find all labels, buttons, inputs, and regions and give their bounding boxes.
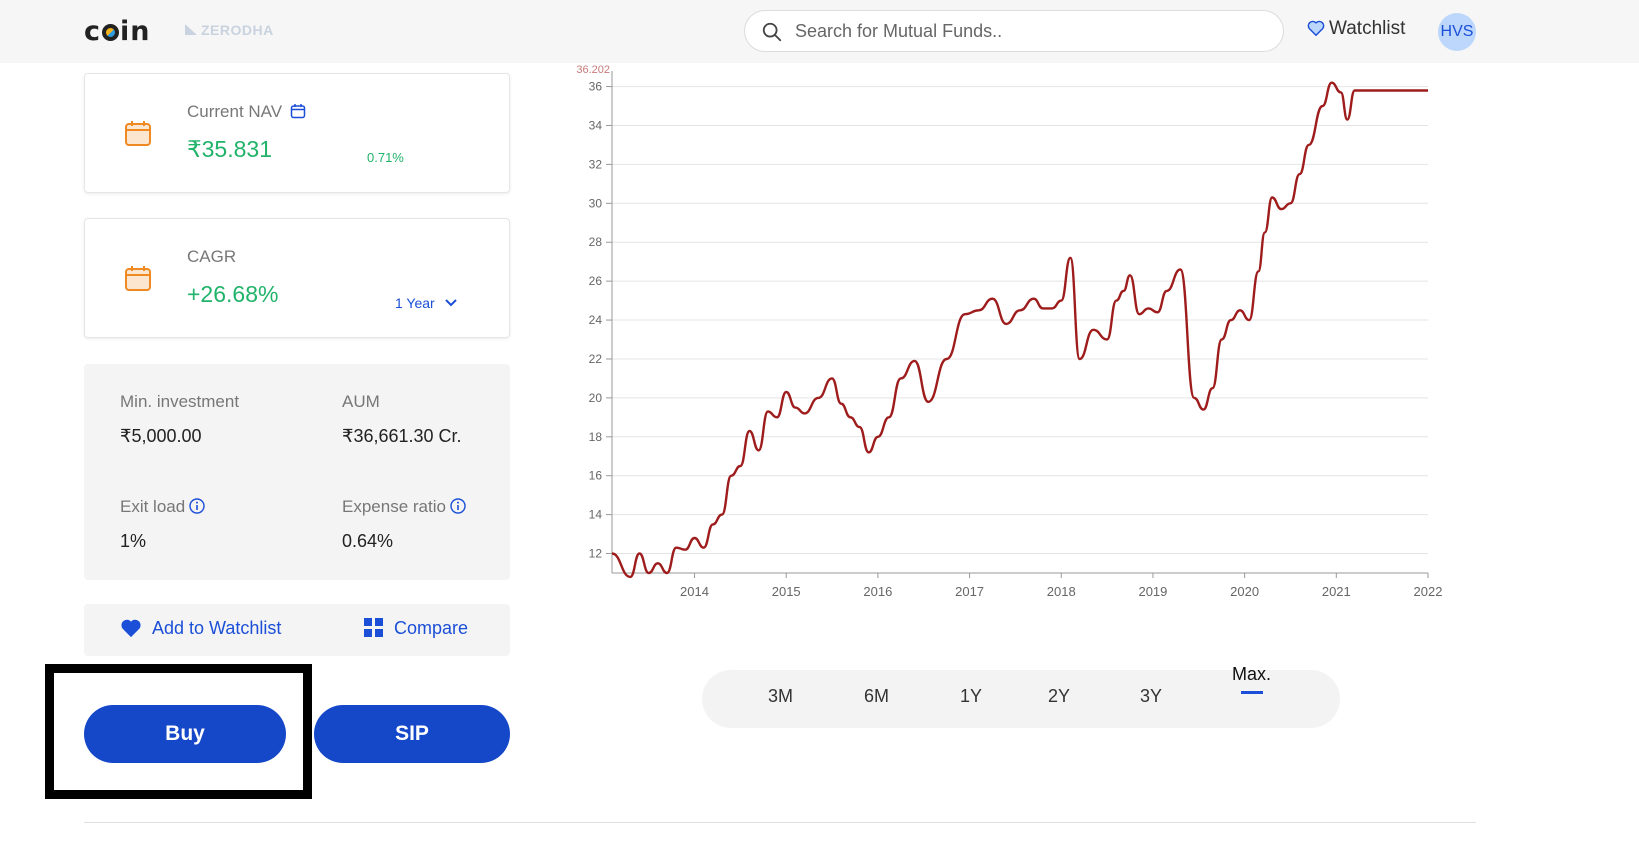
- expense-ratio-value: 0.64%: [342, 531, 394, 551]
- aum-label: AUM: [342, 392, 380, 411]
- y-tick-label: 32: [589, 157, 603, 171]
- period-label: 1 Year: [395, 295, 435, 311]
- nav-label: Current NAV: [187, 102, 283, 121]
- nav-label-row: Current NAV: [187, 102, 306, 122]
- y-tick-label: 14: [589, 508, 603, 522]
- range-3y[interactable]: 3Y: [1140, 686, 1163, 706]
- coin-logo[interactable]: c in: [84, 16, 151, 47]
- x-tick-label: 2015: [772, 584, 801, 599]
- x-tick-label: 2020: [1230, 584, 1259, 599]
- calendar-icon: [125, 266, 151, 291]
- x-tick-label: 2022: [1414, 584, 1443, 599]
- x-tick-label: 2016: [863, 584, 892, 599]
- grid-icon: [364, 618, 383, 637]
- fund-info-panel: Min. investment ₹5,000.00 AUM ₹36,661.30…: [84, 364, 510, 580]
- buy-button[interactable]: Buy: [84, 705, 286, 763]
- exit-load-label-row: Exit load: [120, 497, 205, 517]
- y-tick-label: 22: [589, 352, 603, 366]
- cagr-card: CAGR +26.68% 1 Year: [84, 218, 510, 338]
- aum-value: ₹36,661.30 Cr.: [342, 426, 462, 446]
- search-icon: [762, 22, 782, 42]
- compare-label: Compare: [394, 618, 469, 638]
- y-tick-label: 16: [589, 469, 603, 483]
- max-value-label: 36.202: [576, 64, 610, 76]
- y-tick-label: 30: [589, 196, 603, 210]
- y-tick-label: 34: [589, 118, 603, 132]
- x-tick-label: 2014: [680, 584, 709, 599]
- expense-ratio-label-row: Expense ratio: [342, 497, 466, 517]
- range-selector: 3M 6M 1Y 2Y 3Y Max.: [702, 664, 1340, 728]
- calendar-small-icon[interactable]: [290, 103, 306, 119]
- watchlist-link[interactable]: Watchlist: [1307, 18, 1405, 40]
- x-tick-label: 2019: [1138, 584, 1167, 599]
- cagr-period-select[interactable]: 1 Year: [395, 295, 457, 311]
- y-tick-label: 28: [589, 235, 603, 249]
- zerodha-brand: ZERODHA: [185, 22, 274, 38]
- y-tick-label: 26: [589, 274, 603, 288]
- x-tick-label: 2018: [1047, 584, 1076, 599]
- zerodha-mark-icon: [185, 24, 197, 35]
- heart-outline-icon: [1307, 20, 1325, 36]
- nav-series-line: [611, 81, 1428, 579]
- range-2y[interactable]: 2Y: [1048, 686, 1071, 706]
- nav-card: Current NAV ₹35.831 0.71%: [84, 73, 510, 193]
- sip-button[interactable]: SIP: [314, 705, 510, 763]
- info-icon[interactable]: [189, 498, 205, 514]
- x-tick-label: 2021: [1322, 584, 1351, 599]
- section-divider: [84, 822, 1476, 823]
- search-input[interactable]: [795, 19, 1265, 43]
- info-icon[interactable]: [450, 498, 466, 514]
- y-tick-label: 36: [589, 80, 603, 94]
- expense-ratio-label: Expense ratio: [342, 497, 446, 516]
- y-tick-label: 20: [589, 391, 603, 405]
- range-6m[interactable]: 6M: [864, 686, 890, 706]
- cagr-label: CAGR: [187, 247, 237, 266]
- logo-mark-icon: [102, 24, 120, 41]
- active-underline: [1240, 691, 1263, 694]
- compare-button[interactable]: Compare: [364, 618, 468, 639]
- range-1y[interactable]: 1Y: [960, 686, 983, 706]
- add-to-watchlist-label: Add to Watchlist: [152, 618, 282, 638]
- add-to-watchlist-button[interactable]: Add to Watchlist: [120, 618, 281, 639]
- watchlist-label: Watchlist: [1329, 18, 1406, 39]
- exit-load-value: 1%: [120, 531, 147, 551]
- range-max[interactable]: Max.: [1232, 664, 1271, 694]
- range-max-label: Max.: [1232, 664, 1272, 684]
- nav-change: 0.71%: [367, 150, 404, 165]
- range-3m[interactable]: 3M: [768, 686, 794, 706]
- search-bar[interactable]: [744, 10, 1284, 52]
- exit-load-label: Exit load: [120, 497, 186, 516]
- highlight-box: [45, 664, 312, 799]
- y-tick-label: 24: [589, 313, 603, 327]
- min-investment-value: ₹5,000.00: [120, 426, 202, 446]
- y-tick-label: 18: [589, 430, 603, 444]
- min-investment-label: Min. investment: [120, 392, 240, 411]
- calendar-icon: [125, 121, 151, 146]
- x-tick-label: 2017: [955, 584, 984, 599]
- top-bar: cin ZERODHA Watchlist HVS: [0, 0, 1639, 63]
- cagr-value: +26.68%: [187, 281, 279, 307]
- chevron-down-icon: [445, 299, 457, 307]
- actions-bar: Add to Watchlist Compare: [84, 604, 510, 656]
- y-tick-label: 12: [589, 547, 603, 561]
- avatar[interactable]: HVS: [1438, 13, 1476, 51]
- nav-value: ₹35.831: [187, 136, 272, 162]
- heart-icon: [121, 619, 141, 638]
- brand-label: ZERODHA: [201, 22, 274, 38]
